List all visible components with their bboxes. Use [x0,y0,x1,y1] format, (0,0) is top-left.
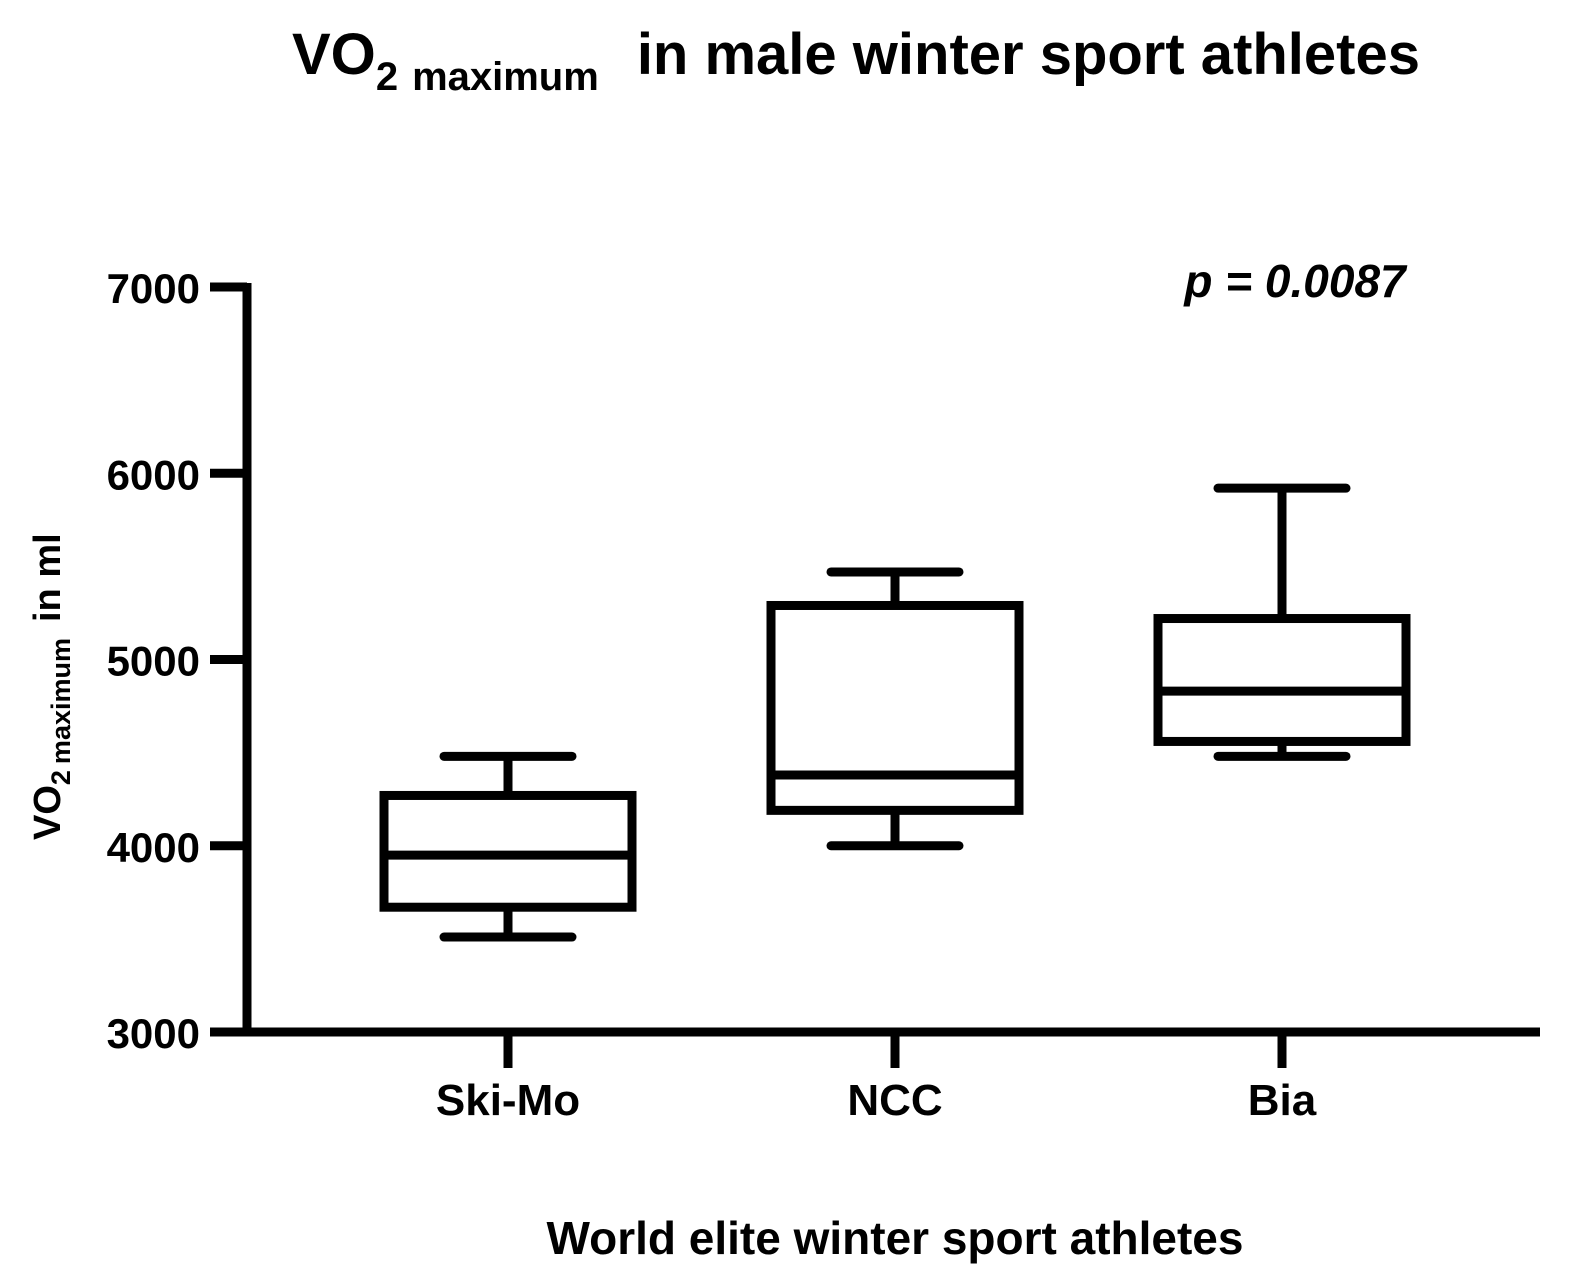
x-tick-label: NCC [847,1076,942,1125]
box-plot-ski-mo [379,751,637,942]
y-tick-label: 4000 [107,824,200,871]
ylabel-sub-maximum: maximum [46,638,76,764]
x-tick-label: Bia [1248,1076,1317,1125]
x-tick-label: Ski-Mo [436,1076,580,1125]
y-tick-label: 6000 [107,451,200,498]
title-sub-2: 2 [376,55,398,99]
y-axis-label: VO2 maximum in ml [27,533,76,840]
y-ticks: 3000 4000 5000 6000 7000 [107,265,247,1057]
p-value-annotation: p = 0.0087 [1182,255,1408,307]
x-axis-title: World elite winter sport athletes [547,1212,1244,1264]
title-rest: in male winter sport athletes [637,22,1420,87]
boxes [379,483,1411,942]
ylabel-vo: VO [27,785,69,840]
ylabel-rest: in ml [27,533,69,622]
box-plot-bia [1153,483,1411,761]
ylabel-sub-2: 2 [46,770,76,785]
box-plot-ncc [766,567,1024,851]
y-tick-label: 7000 [107,265,200,312]
iqr-box [766,600,1024,815]
x-ticks: Ski-Mo NCC Bia [436,1032,1317,1125]
chart-title: VO2 maximum in male winter sport athletes [292,22,1420,99]
iqr-box [1153,614,1411,746]
y-tick-label: 5000 [107,638,200,685]
y-tick-label: 3000 [107,1010,200,1057]
title-sub-maximum: maximum [412,55,599,99]
title-vo: VO [292,22,376,87]
